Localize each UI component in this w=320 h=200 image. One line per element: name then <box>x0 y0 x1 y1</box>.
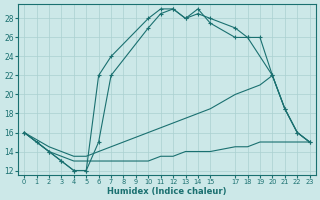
X-axis label: Humidex (Indice chaleur): Humidex (Indice chaleur) <box>107 187 227 196</box>
